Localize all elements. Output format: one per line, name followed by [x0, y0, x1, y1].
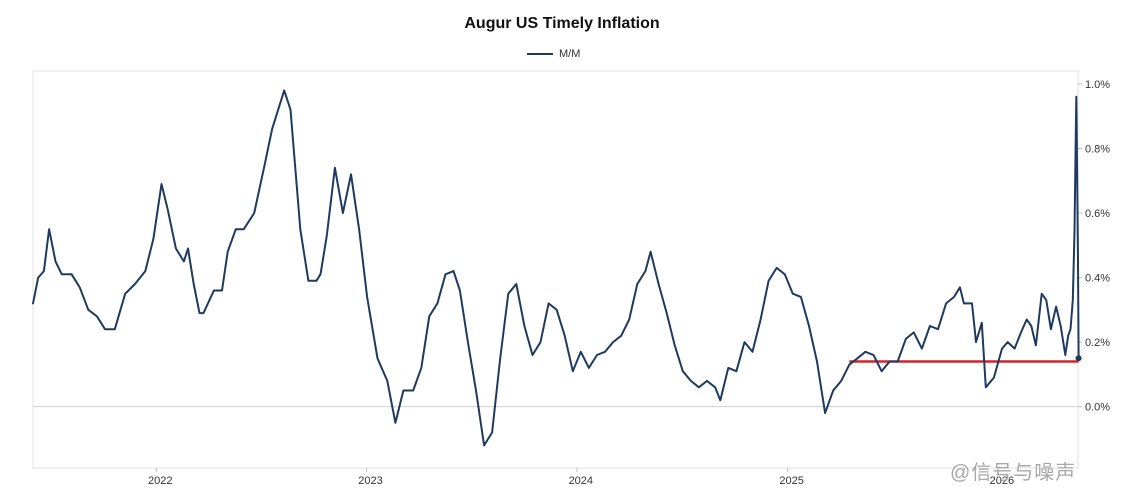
legend-label-mm: M/M [559, 48, 581, 60]
x-tick-label: 2023 [358, 475, 382, 487]
x-tick-label: 2026 [990, 475, 1014, 487]
y-tick-label: 0.2% [1085, 337, 1110, 349]
plot-frame [32, 70, 1079, 469]
chart-title: Augur US Timely Inflation [464, 15, 660, 32]
legend-line-swatch [527, 53, 553, 55]
series-line-mm [32, 89, 1080, 447]
chart-legend: M/M [527, 46, 580, 62]
y-tick-label: 0.8% [1085, 143, 1110, 155]
watermark: @信号与噪声 [950, 462, 1077, 484]
x-tick-label: 2024 [569, 475, 593, 487]
y-tick-label: 0.6% [1085, 208, 1110, 220]
x-tick-label: 2025 [779, 475, 803, 487]
y-tick-label: 0.0% [1085, 402, 1110, 414]
y-tick-label: 0.4% [1085, 273, 1110, 285]
x-tick-label: 2022 [148, 475, 172, 487]
series-end-point [1075, 355, 1082, 362]
y-tick-label: 1.0% [1085, 79, 1110, 91]
